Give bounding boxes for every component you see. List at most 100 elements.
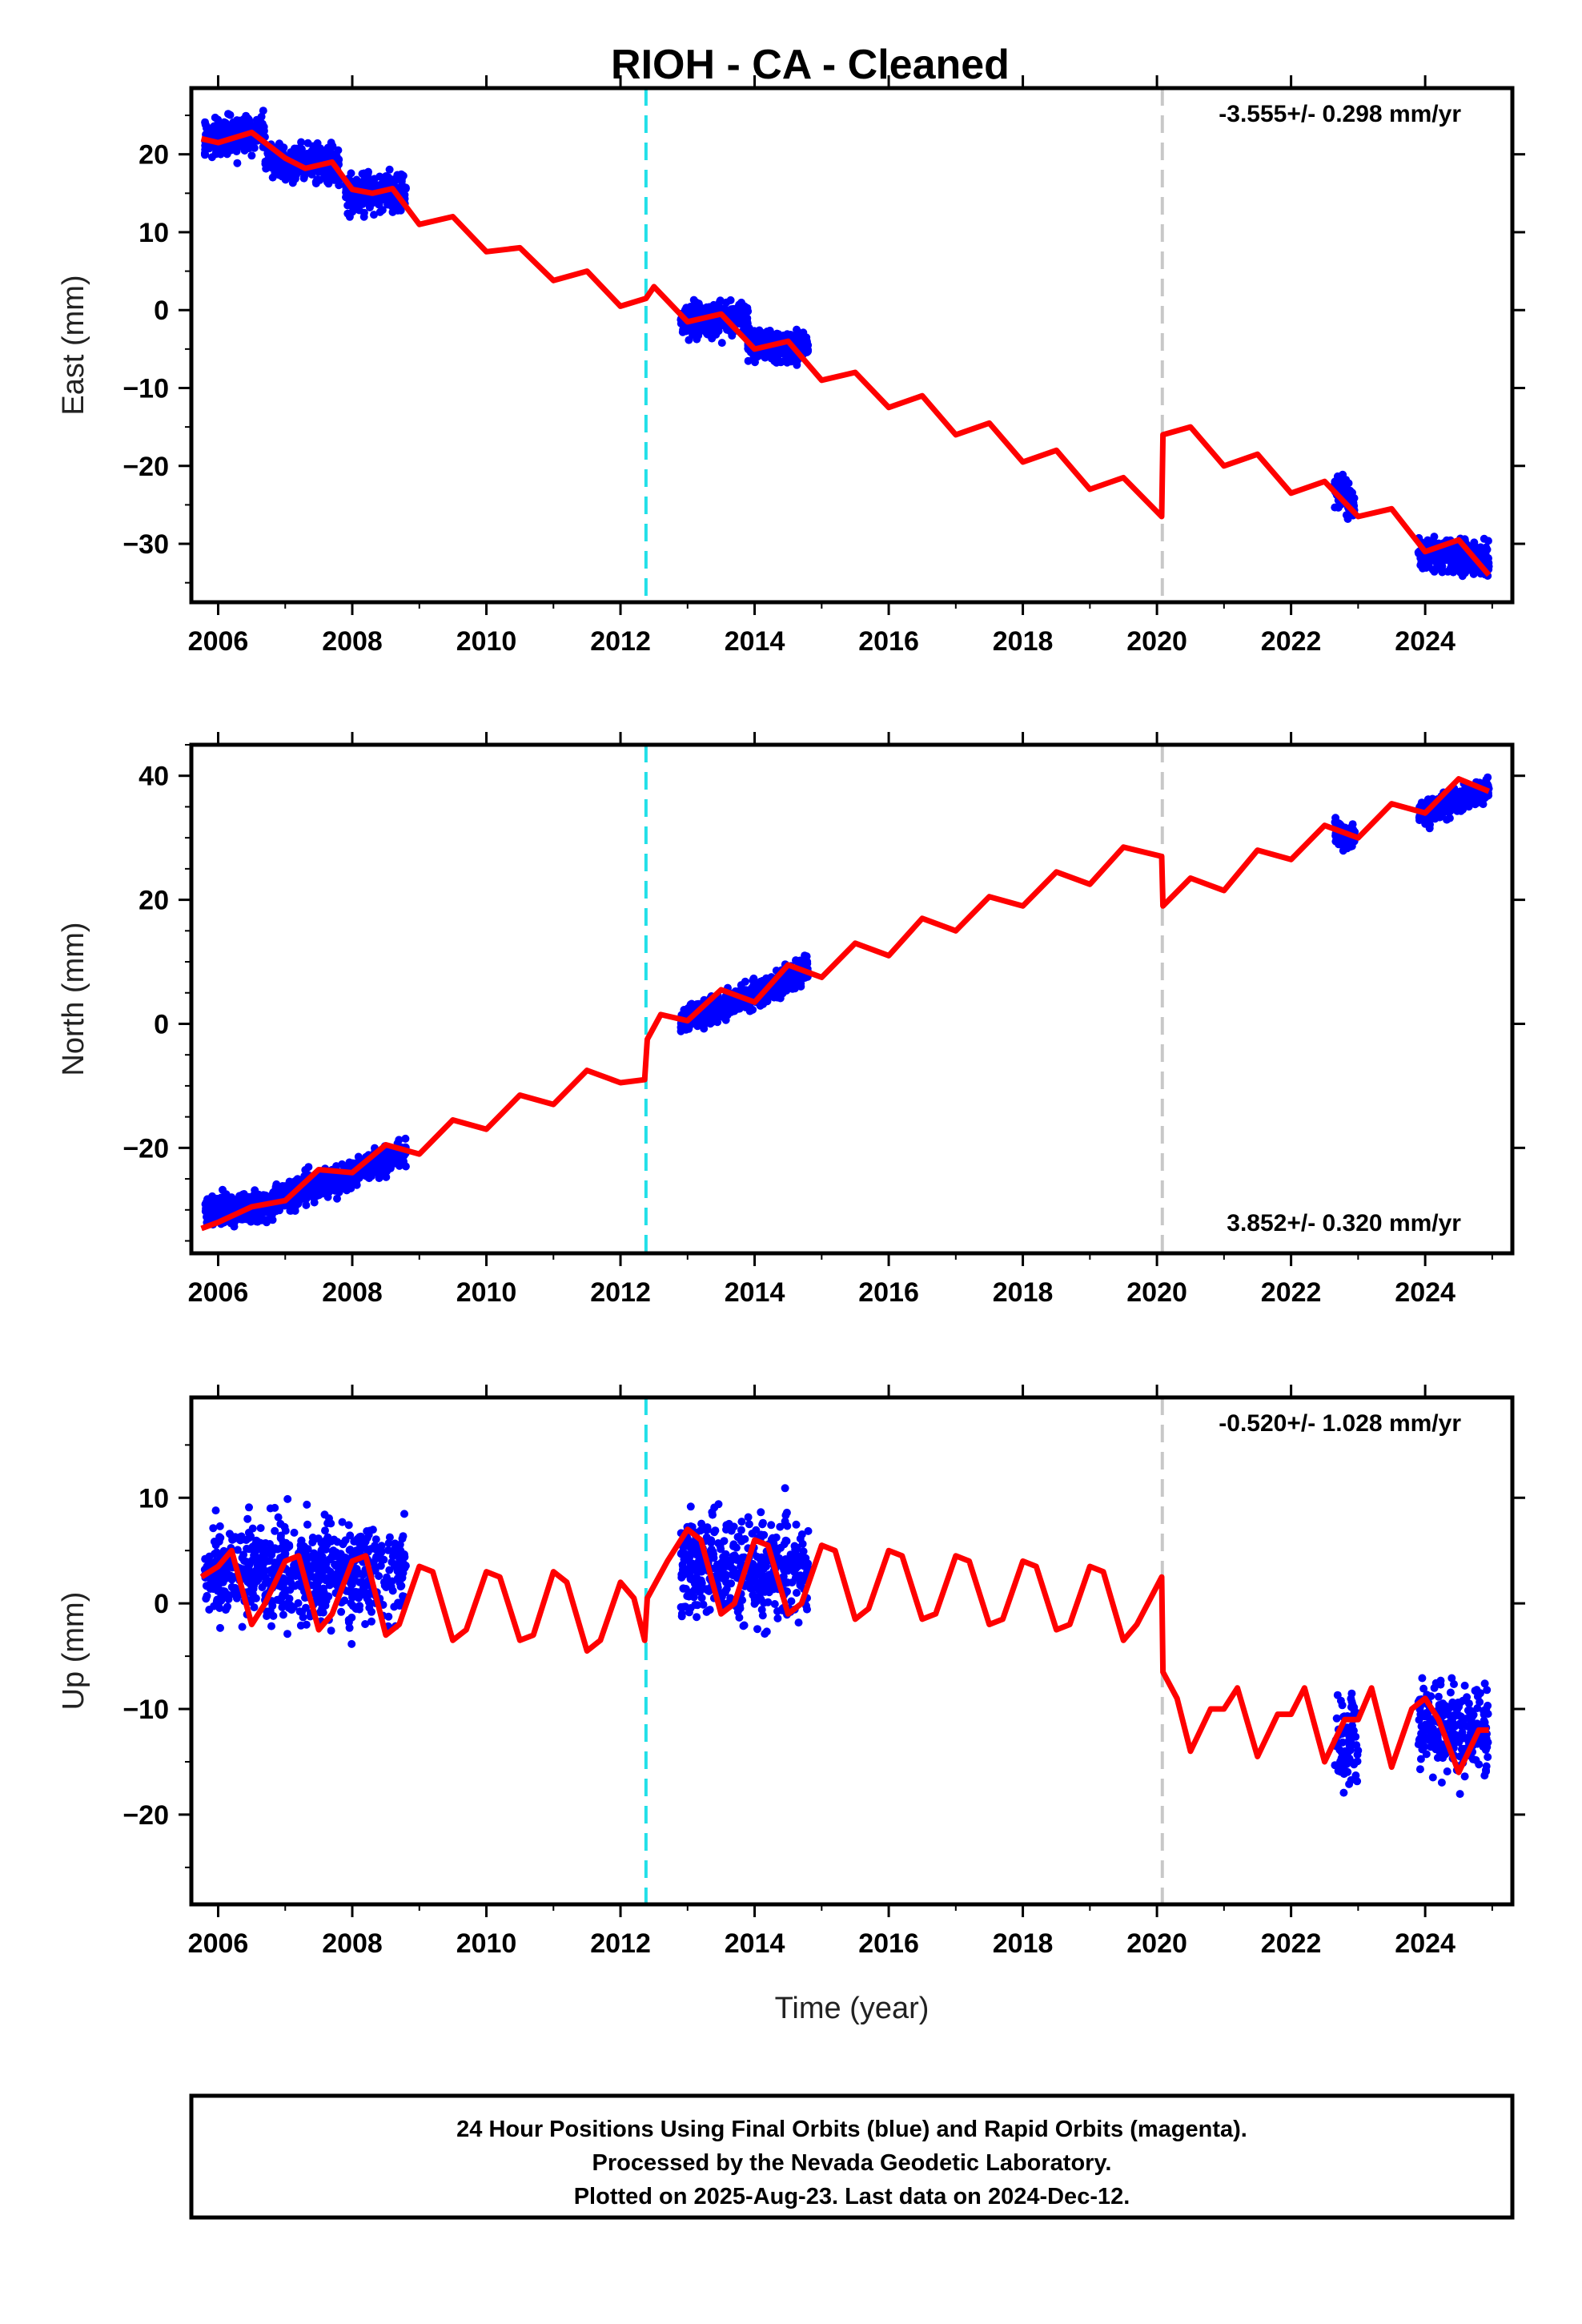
up-point [371,1566,379,1575]
east-xtick-label: 2020 [1126,626,1187,657]
up-point [243,1514,252,1523]
up-point [275,1595,283,1604]
east-point [371,183,380,191]
north-point [323,1192,332,1201]
north-point [401,1162,410,1171]
north-point [354,1152,363,1161]
east-point [728,332,737,340]
north-point [685,1024,693,1033]
north-point [723,1011,732,1019]
east-point [313,139,322,147]
north-point [776,981,784,990]
east-ytick-label: 20 [139,140,169,171]
up-point [319,1544,327,1553]
up-point [308,1573,317,1581]
up-point [257,1565,266,1574]
north-xtick-label: 2014 [725,1277,785,1308]
up-point [337,1557,346,1566]
north-point [309,1193,318,1202]
east-point [716,296,725,305]
east-rate-label: -3.555+/- 0.298 mm/yr [1219,101,1461,127]
north-xtick-label: 2022 [1261,1277,1322,1308]
up-point [245,1503,253,1512]
up-point [391,1544,400,1553]
east-point [247,151,256,160]
up-point [314,1534,323,1543]
east-point [801,336,809,344]
north-xtick-label: 2016 [858,1277,919,1308]
up-point [344,1521,353,1530]
up-point [284,1576,293,1585]
north-point [776,994,785,1003]
north-point [293,1197,302,1206]
east-point [275,168,283,177]
up-point [346,1531,355,1540]
north-point [1347,825,1355,834]
up-point [305,1554,314,1562]
up-point [283,1630,291,1638]
north-point [1421,819,1430,828]
up-point [371,1535,380,1544]
up-point [298,1608,307,1617]
up-point [385,1533,394,1542]
east-point [335,181,343,190]
north-point [355,1174,363,1182]
north-point [331,1186,339,1195]
up-point [281,1591,290,1600]
north-point [769,991,777,1000]
east-point [374,200,383,209]
up-point [329,1536,338,1544]
east-point [357,195,366,203]
east-point [794,338,803,347]
up-point [222,1606,230,1614]
north-xtick-label: 2010 [456,1277,517,1308]
north-point [1455,805,1463,814]
up-point [210,1576,219,1585]
north-point [704,1011,713,1019]
up-point [313,1581,322,1590]
up-point [256,1524,265,1533]
east-point [390,175,399,183]
east-ytick-label: 0 [154,296,169,326]
up-point [269,1545,277,1554]
up-point [263,1612,271,1620]
east-xtick-label: 2014 [725,626,785,657]
east-point [291,171,299,179]
east-point [307,156,316,165]
east-point [363,183,371,191]
up-point [337,1568,345,1577]
east-point [216,150,225,159]
up-points [200,1484,1492,1799]
up-point [290,1528,299,1537]
north-frame [189,742,1515,1256]
north-point [221,1194,230,1203]
up-point [375,1552,384,1561]
north-point [229,1201,238,1210]
up-point [244,1570,253,1579]
up-point [354,1546,363,1554]
north-point [202,1198,211,1207]
north-point [1331,814,1340,822]
up-point [232,1594,241,1602]
north-point [375,1156,384,1164]
north-point [275,1185,284,1194]
north-point [386,1164,395,1172]
up-point [344,1615,353,1624]
east-point [313,175,322,184]
up-point [222,1565,231,1574]
up-point [210,1538,219,1546]
up-point [393,1566,402,1574]
east-point [394,203,403,211]
east-point [685,304,693,312]
east-point [740,302,749,311]
up-point [321,1526,329,1535]
up-point [399,1592,407,1601]
north-point [797,982,805,991]
east-point [327,139,335,147]
up-point [280,1522,289,1531]
up-point [276,1544,285,1553]
east-point [268,173,277,182]
north-point [787,979,796,987]
north-point [1456,787,1464,796]
